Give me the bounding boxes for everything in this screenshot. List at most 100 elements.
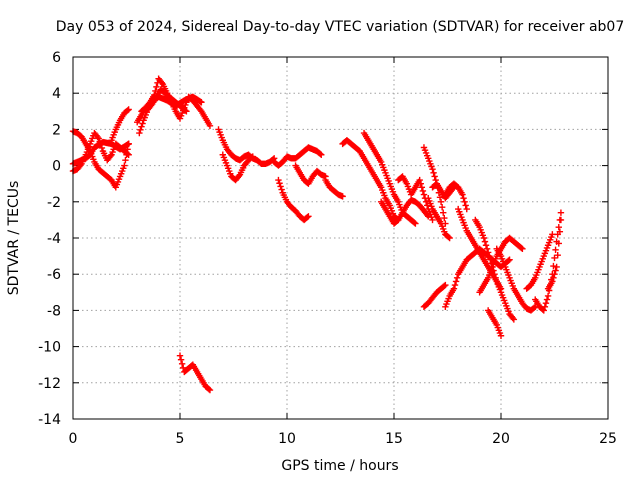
data-point [542, 299, 550, 307]
data-point [549, 278, 556, 285]
data-point [178, 360, 186, 367]
data-point [519, 245, 526, 253]
series-track-09 [219, 151, 256, 184]
data-point [510, 316, 518, 323]
data-point [446, 234, 453, 242]
y-tick-label: 0 [52, 159, 61, 175]
y-tick-label: 6 [52, 50, 61, 66]
data-point [518, 244, 525, 252]
data-point [277, 183, 284, 190]
y-tick-label: 4 [52, 86, 61, 102]
data-point [139, 120, 146, 127]
series-track-13 [322, 176, 346, 200]
series-track-17 [395, 173, 436, 224]
data-point [451, 281, 459, 289]
data-point [450, 285, 458, 292]
data-point [544, 292, 552, 300]
data-point [198, 99, 205, 106]
data-point [412, 220, 419, 227]
data-point [557, 209, 565, 216]
data-point [441, 282, 448, 290]
series-track-11 [275, 176, 312, 224]
data-point [416, 176, 423, 184]
data-point [555, 223, 562, 231]
data-point [553, 263, 560, 271]
data-point [436, 194, 444, 201]
data-point [177, 356, 185, 363]
series-track-28 [493, 245, 539, 314]
series-track-29 [523, 231, 556, 292]
series-track-08 [215, 126, 278, 167]
series-track-31 [544, 216, 565, 292]
data-point [441, 214, 448, 222]
y-tick-label: 2 [52, 122, 61, 138]
data-point [550, 262, 557, 270]
data-point [480, 234, 488, 242]
data-point [304, 213, 311, 221]
data-point [463, 205, 470, 213]
data-point [176, 352, 184, 359]
data-points [69, 75, 565, 394]
series-track-04 [108, 106, 132, 144]
series-track-27 [476, 234, 526, 296]
data-point [422, 198, 430, 205]
data-point [125, 151, 132, 158]
data-point [459, 191, 466, 198]
chart-title: Day 053 of 2024, Sidereal Day-to-day VTE… [56, 19, 625, 35]
data-point [438, 204, 446, 211]
data-point [541, 303, 549, 310]
data-point [487, 256, 494, 263]
data-point [555, 240, 562, 247]
data-point [107, 152, 114, 160]
series-track-16 [377, 196, 432, 227]
x-tick-label: 10 [278, 431, 296, 447]
data-point [461, 198, 468, 205]
data-point [278, 186, 285, 193]
data-point [95, 135, 102, 142]
x-tick-label: 20 [492, 431, 510, 447]
data-point [484, 249, 492, 256]
data-point [540, 307, 547, 314]
data-point [124, 107, 131, 114]
data-point [122, 156, 129, 164]
data-point [481, 238, 489, 245]
series-track-26 [484, 307, 505, 339]
data-point [429, 216, 436, 224]
data-point [505, 257, 512, 264]
y-tick-label: -12 [38, 376, 61, 392]
x-axis-label: GPS time / hours [281, 458, 398, 474]
data-point [158, 79, 166, 86]
data-point [423, 202, 431, 209]
data-point [552, 246, 559, 253]
data-point [440, 209, 447, 216]
series-track-14 [339, 137, 402, 224]
data-point [206, 386, 214, 394]
data-point [411, 219, 418, 226]
data-point [316, 150, 324, 158]
data-point [551, 254, 558, 262]
data-point [125, 140, 132, 148]
data-point [437, 198, 445, 205]
data-point [431, 173, 438, 180]
data-point [125, 106, 132, 113]
data-point [442, 281, 449, 289]
x-tick-label: 15 [385, 431, 403, 447]
data-point [543, 296, 551, 303]
series-track-12 [292, 162, 329, 187]
data-point [429, 166, 436, 173]
data-point [492, 274, 499, 282]
data-point [235, 172, 243, 180]
series-track-01 [69, 128, 132, 191]
data-point [551, 271, 558, 278]
data-point [483, 245, 491, 253]
data-point [552, 267, 559, 274]
x-tick-label: 0 [69, 431, 78, 447]
series-track-19 [425, 194, 453, 242]
data-point [418, 184, 426, 191]
data-point [275, 176, 282, 184]
data-point [453, 274, 461, 282]
data-point [153, 83, 160, 91]
data-point [557, 216, 565, 224]
data-point [445, 233, 452, 241]
